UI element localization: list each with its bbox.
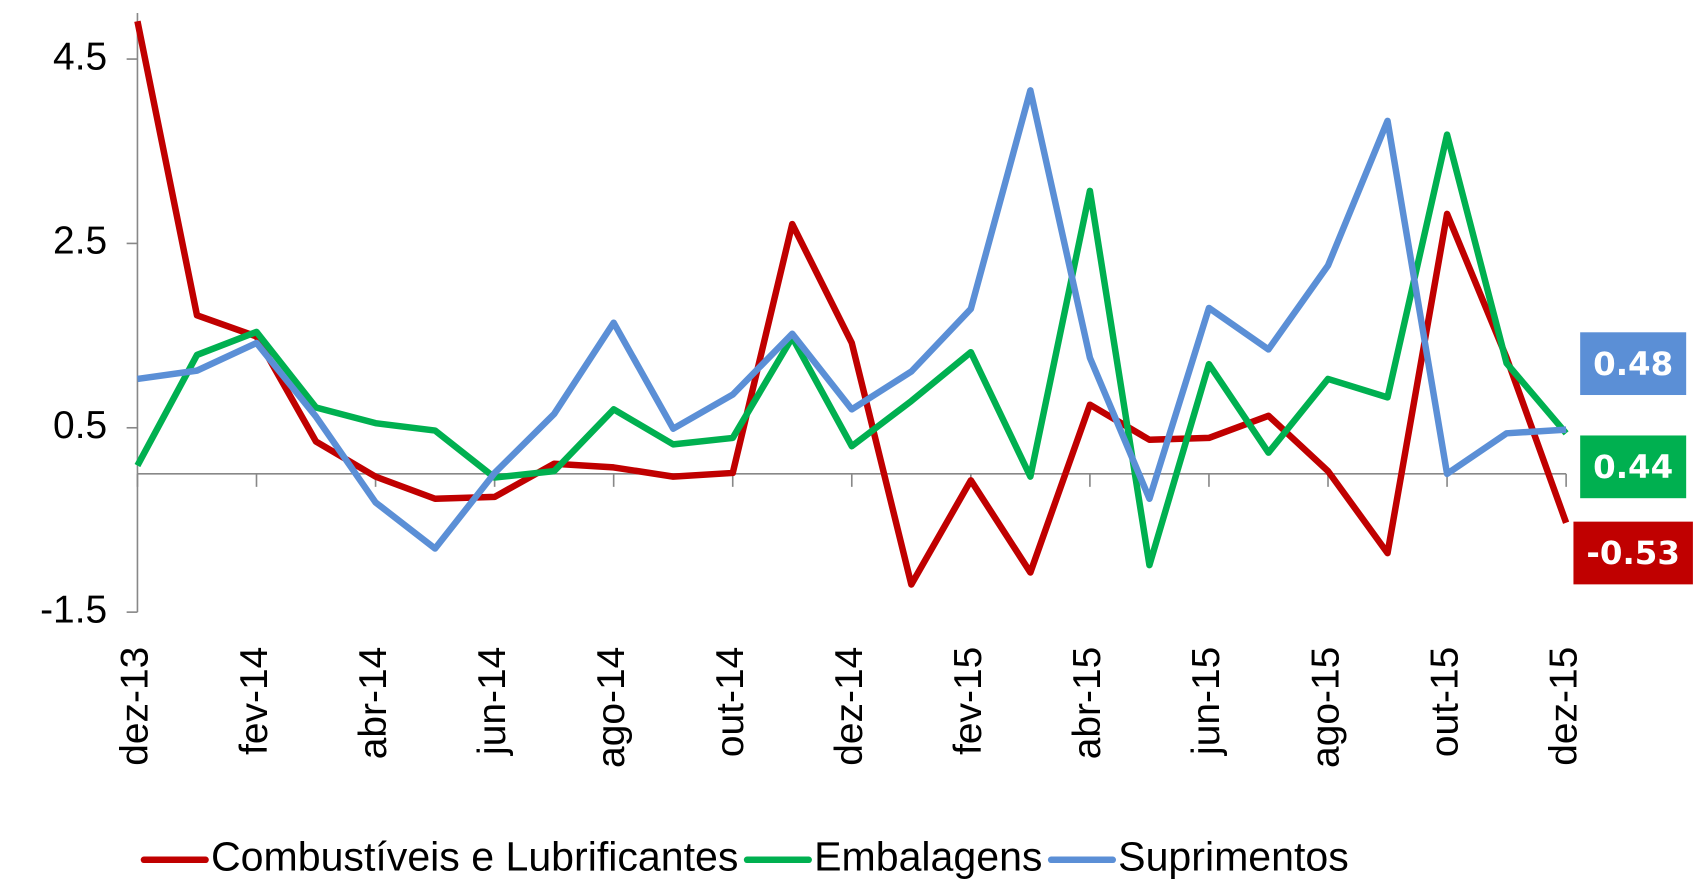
series-line xyxy=(134,131,1569,569)
x-tick-label: abr-14 xyxy=(352,647,395,760)
value-label-text: 0.44 xyxy=(1593,448,1673,486)
x-tick-label: dez-13 xyxy=(114,647,157,766)
value-label: -0.53 xyxy=(1573,521,1693,585)
x-tick-label: dez-15 xyxy=(1542,647,1585,766)
y-tick-label: 2.5 xyxy=(53,220,107,263)
x-tick-label: jun-15 xyxy=(1185,647,1228,756)
x-tick-label: abr-15 xyxy=(1066,647,1109,760)
legend-label: Combustíveis e Lubrificantes xyxy=(211,834,738,880)
value-label-box xyxy=(1580,332,1687,396)
series-line xyxy=(137,87,1567,552)
legend-label: Suprimentos xyxy=(1118,834,1349,880)
x-tick-label: out-15 xyxy=(1423,647,1466,757)
value-label: 0.44 xyxy=(1580,435,1687,499)
x-tick-label: out-14 xyxy=(709,647,752,757)
x-tick-label: fev-15 xyxy=(947,647,990,755)
value-label: 0.48 xyxy=(1580,332,1687,396)
y-tick-label: 0.5 xyxy=(53,404,107,447)
x-tick-label: dez-14 xyxy=(828,647,871,766)
legend-label: Embalagens xyxy=(814,834,1042,880)
series-line xyxy=(134,20,1570,588)
y-tick-label: 4.5 xyxy=(53,35,107,78)
x-tick-label: ago-15 xyxy=(1304,647,1347,768)
x-tick-label: fev-14 xyxy=(233,647,276,755)
value-label-text: 0.48 xyxy=(1593,345,1673,383)
y-tick-label: -1.5 xyxy=(40,588,107,631)
x-tick-label: jun-14 xyxy=(471,647,514,756)
value-label-box xyxy=(1580,435,1687,499)
value-label-text: -0.53 xyxy=(1586,534,1680,572)
x-tick-label: ago-14 xyxy=(590,647,633,768)
value-label-box xyxy=(1573,521,1693,585)
